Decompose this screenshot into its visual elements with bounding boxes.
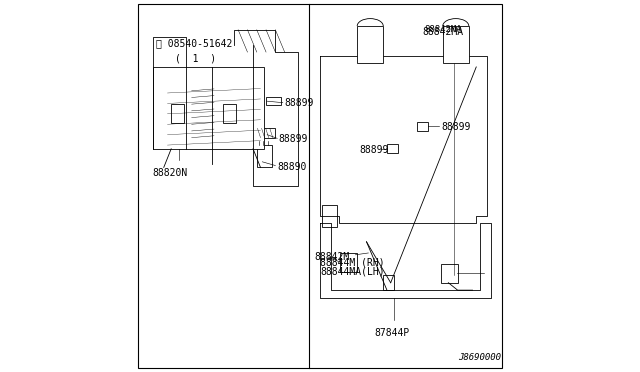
- Text: 88844MA(LH): 88844MA(LH): [320, 267, 385, 276]
- Bar: [152, 67, 264, 149]
- Bar: [257, 145, 271, 167]
- Bar: [387, 144, 398, 153]
- Bar: [223, 104, 236, 123]
- Bar: [417, 122, 428, 131]
- Bar: [257, 128, 275, 138]
- Bar: [340, 253, 357, 272]
- Text: 88844M (RH): 88844M (RH): [320, 257, 385, 267]
- Text: Ⓢ 08540-51642: Ⓢ 08540-51642: [156, 38, 233, 48]
- Text: 88899: 88899: [359, 145, 388, 154]
- Bar: [383, 275, 394, 290]
- Bar: [322, 205, 337, 227]
- Bar: [357, 26, 383, 63]
- Text: 88842MA: 88842MA: [424, 25, 462, 34]
- Text: 88899: 88899: [441, 122, 470, 132]
- Text: 88842M: 88842M: [314, 252, 349, 262]
- Text: (  1  ): ( 1 ): [175, 53, 216, 63]
- Bar: [266, 97, 281, 105]
- Text: 88890: 88890: [277, 162, 307, 171]
- Bar: [443, 26, 468, 63]
- Text: 88842MA: 88842MA: [422, 27, 463, 36]
- Text: J8690000: J8690000: [458, 353, 500, 362]
- Text: 88899: 88899: [278, 134, 308, 144]
- Text: 88899: 88899: [284, 99, 314, 108]
- Bar: [172, 104, 184, 123]
- Text: 87844P: 87844P: [374, 328, 409, 338]
- Text: 88820N: 88820N: [152, 168, 188, 178]
- Bar: [441, 264, 458, 283]
